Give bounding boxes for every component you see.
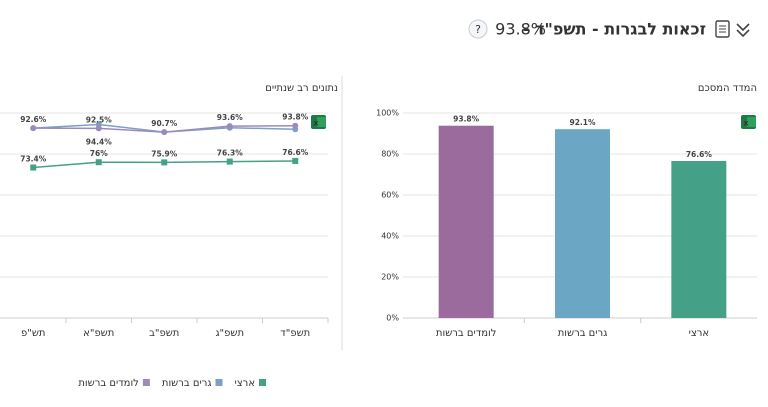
data-label: 94.4%	[86, 137, 113, 146]
point	[292, 157, 299, 164]
x-tick-label: תשפ"ד	[280, 328, 310, 339]
bar	[438, 125, 494, 319]
point	[292, 122, 299, 129]
x-tick-label: גרים ברשות	[558, 328, 608, 339]
legend-label: לומדים ברשות	[78, 378, 139, 389]
data-label: 76.6%	[282, 148, 309, 157]
x-tick-label: תשפ"ג	[215, 328, 244, 339]
x-tick-label: ארצי	[689, 328, 710, 339]
data-label: 93.8%	[453, 115, 480, 124]
point	[30, 164, 37, 171]
point	[161, 129, 168, 136]
svg-text:x: x	[313, 119, 319, 128]
bar	[555, 129, 610, 318]
data-label: 90.7%	[151, 119, 178, 128]
legend-label: גרים ברשות	[162, 378, 212, 389]
y-tick-label: 20%	[381, 273, 399, 282]
excel-icon[interactable]: x	[311, 115, 326, 129]
chart-title: המדד המסכם	[698, 83, 757, 94]
point	[226, 123, 233, 130]
y-tick-label: 40%	[381, 232, 399, 241]
collapse-icon[interactable]	[736, 23, 750, 38]
help-label: ?	[475, 23, 481, 36]
data-label: 93.6%	[217, 113, 244, 122]
point	[95, 159, 102, 166]
y-tick-label: 100%	[376, 109, 399, 118]
chart-title: נתונים רב שנתיים	[265, 83, 338, 94]
data-label: 92.6%	[20, 115, 47, 124]
data-label: 93.8%	[282, 113, 309, 122]
data-label: 73.4%	[20, 155, 47, 164]
excel-icon[interactable]: x	[741, 115, 756, 129]
x-tick-label: תשפ"ב	[149, 328, 179, 339]
help-button[interactable]	[468, 19, 488, 39]
svg-text:x: x	[743, 119, 749, 128]
doc-icon[interactable]	[715, 20, 730, 38]
x-tick-label: תשפ"א	[83, 328, 114, 339]
data-label: 76.3%	[217, 149, 244, 158]
point	[30, 125, 37, 132]
data-label: 92.1%	[569, 118, 596, 127]
legend-swatch	[259, 379, 266, 386]
y-tick-label: 0%	[386, 314, 399, 323]
point	[226, 158, 233, 165]
data-label: 76%	[90, 149, 108, 158]
point	[161, 159, 168, 166]
header-icons[interactable]	[715, 20, 750, 38]
legend-label: ארצי	[235, 378, 256, 389]
header-title: זכאות לבגרות - תשפ"ד -	[523, 20, 706, 39]
y-tick-label: 80%	[381, 150, 399, 159]
bar	[671, 160, 727, 318]
doc-lines	[719, 25, 726, 33]
data-label: 76.6%	[686, 150, 713, 159]
data-label: 92.5%	[86, 115, 113, 124]
point	[95, 125, 102, 132]
legend-swatch	[215, 379, 223, 386]
data-label: 75.9%	[151, 149, 178, 158]
y-tick-label: 60%	[381, 191, 399, 200]
x-tick-label: תש"פ	[21, 328, 46, 339]
legend-swatch	[142, 379, 150, 386]
header-value: 93.8%	[495, 20, 546, 39]
x-tick-label: לומדים ברשות	[436, 328, 497, 339]
